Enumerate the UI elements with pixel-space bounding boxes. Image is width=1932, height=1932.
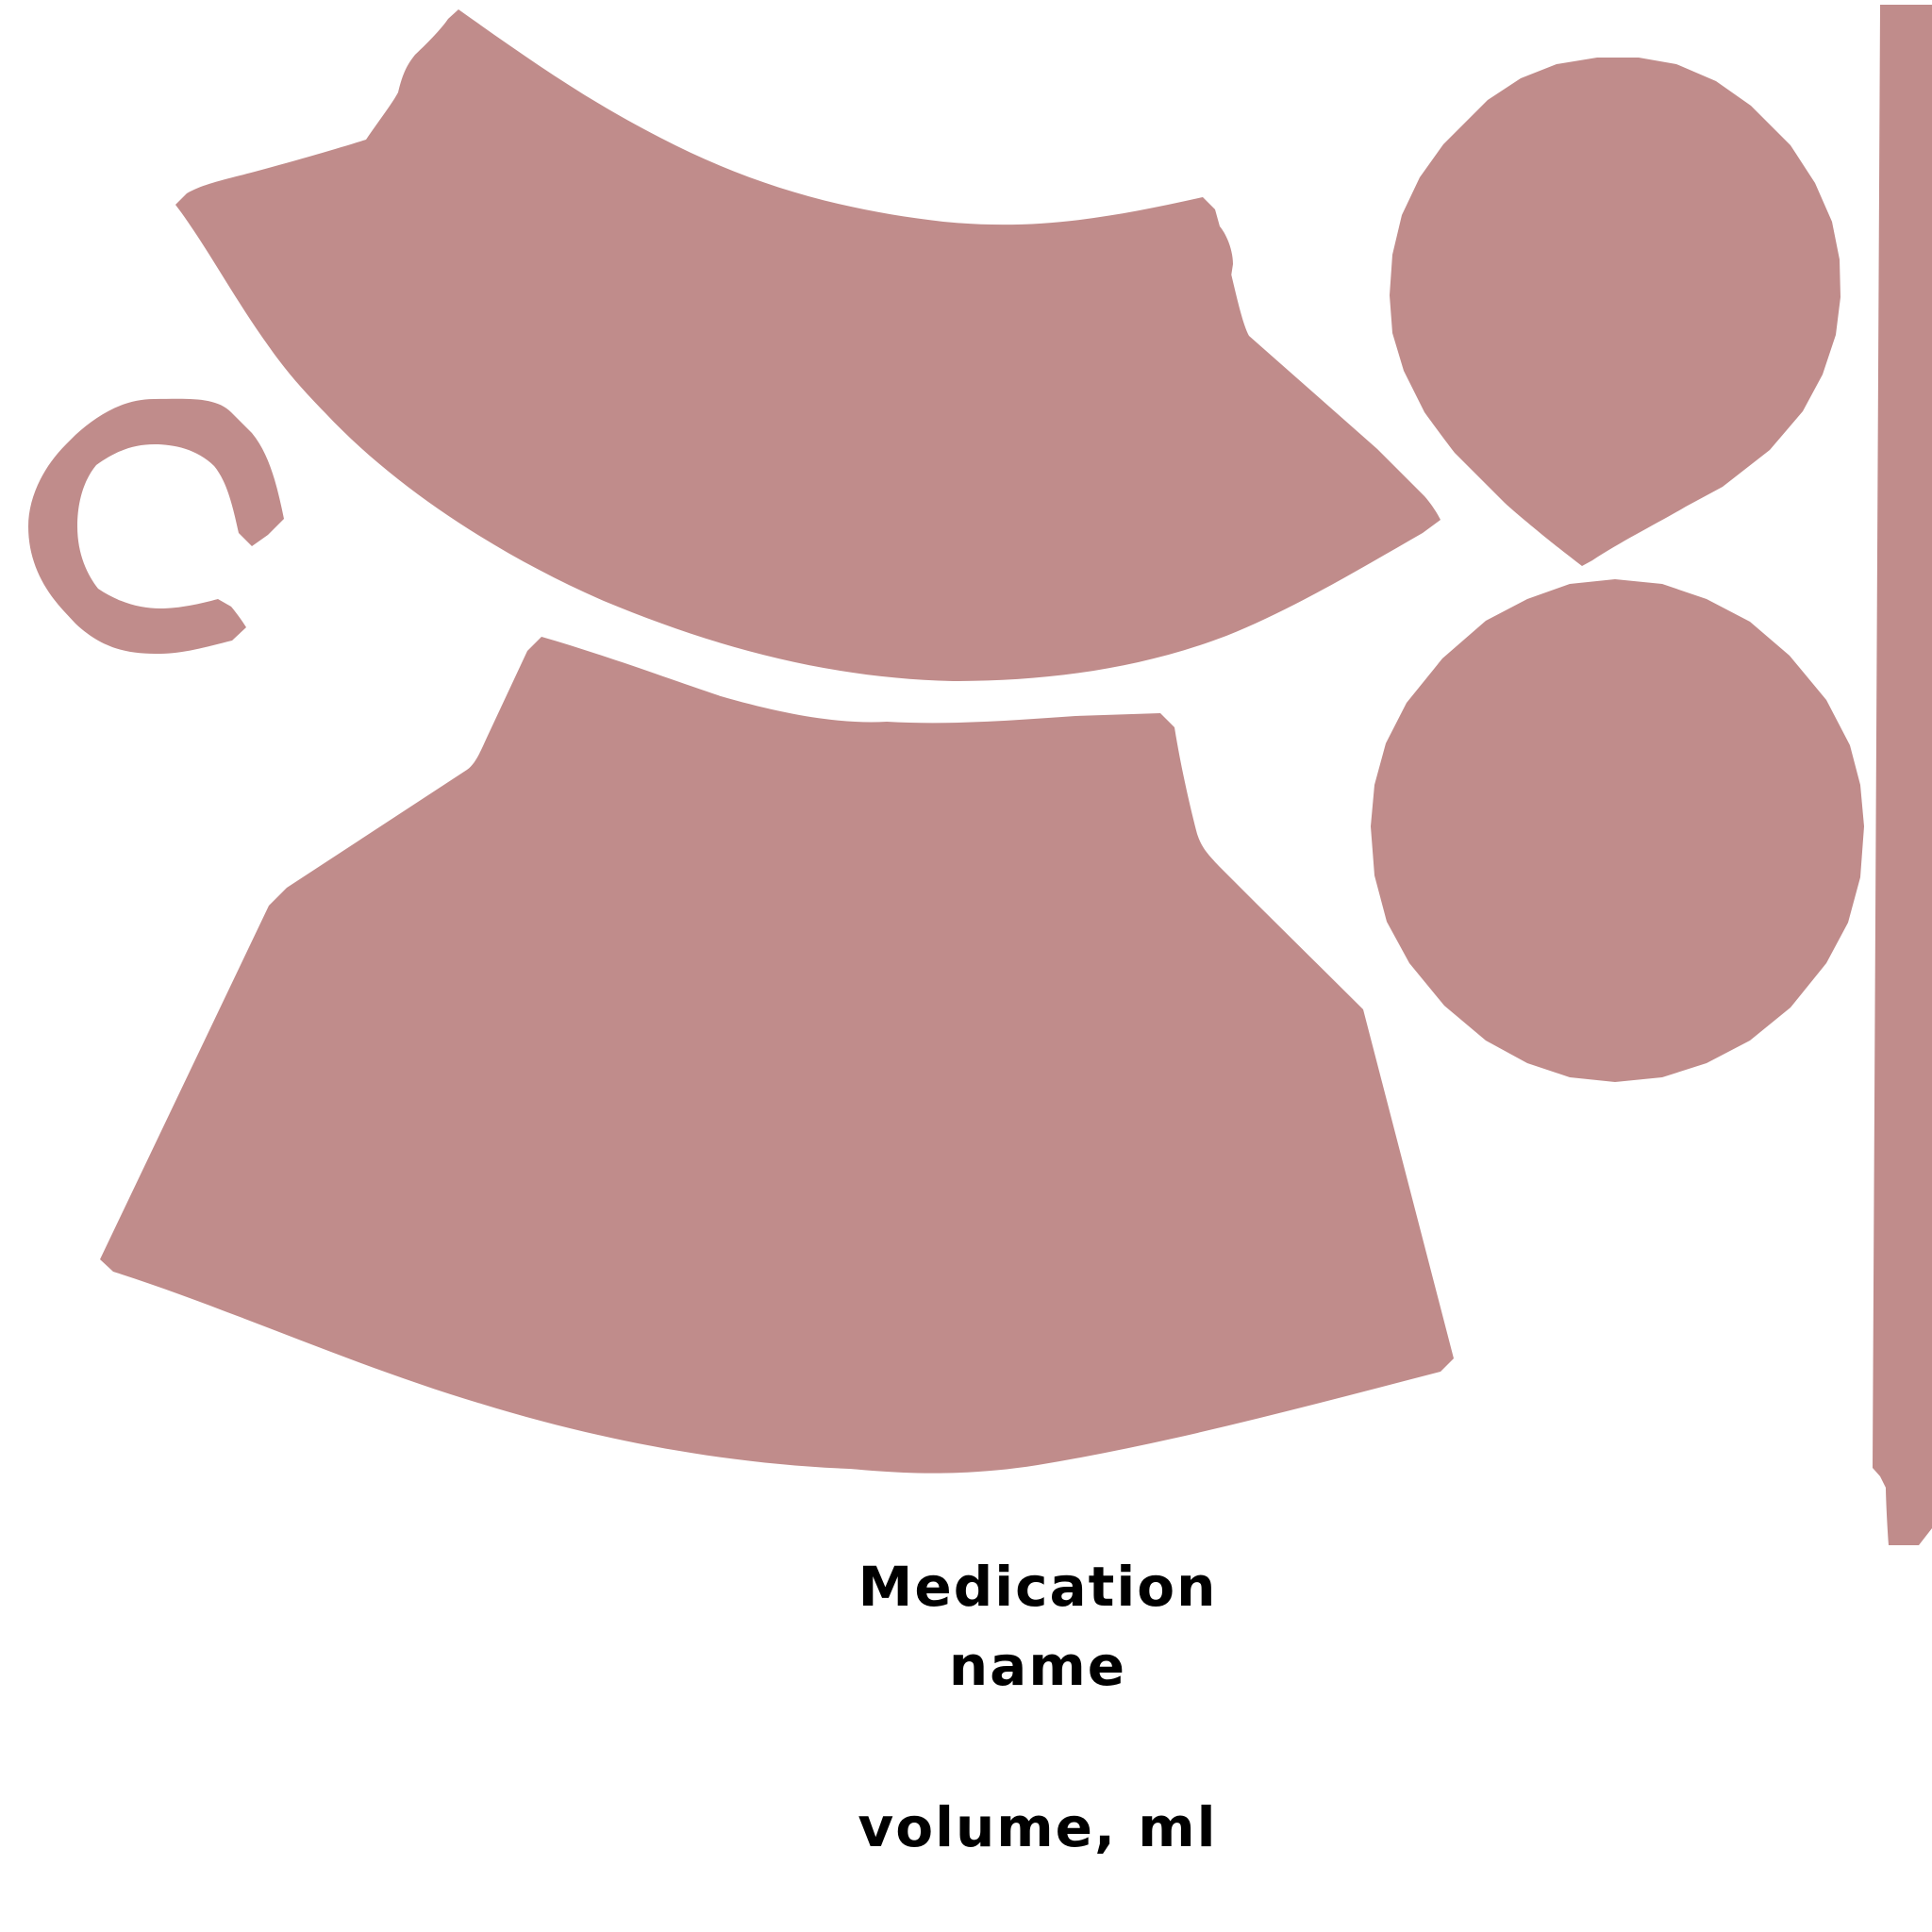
medication-name-label-line-2: name (948, 1634, 1127, 1698)
lower-panel-piece (100, 637, 1454, 1474)
teardrop-piece (1390, 58, 1840, 566)
medication-name-label-line-1: Medication (858, 1555, 1218, 1619)
hook-piece (28, 398, 284, 654)
volume-label: volume, ml (858, 1795, 1218, 1859)
upper-band-piece (175, 9, 1441, 681)
circle-piece (1371, 579, 1864, 1082)
vertical-strip-piece (1873, 5, 1932, 1545)
